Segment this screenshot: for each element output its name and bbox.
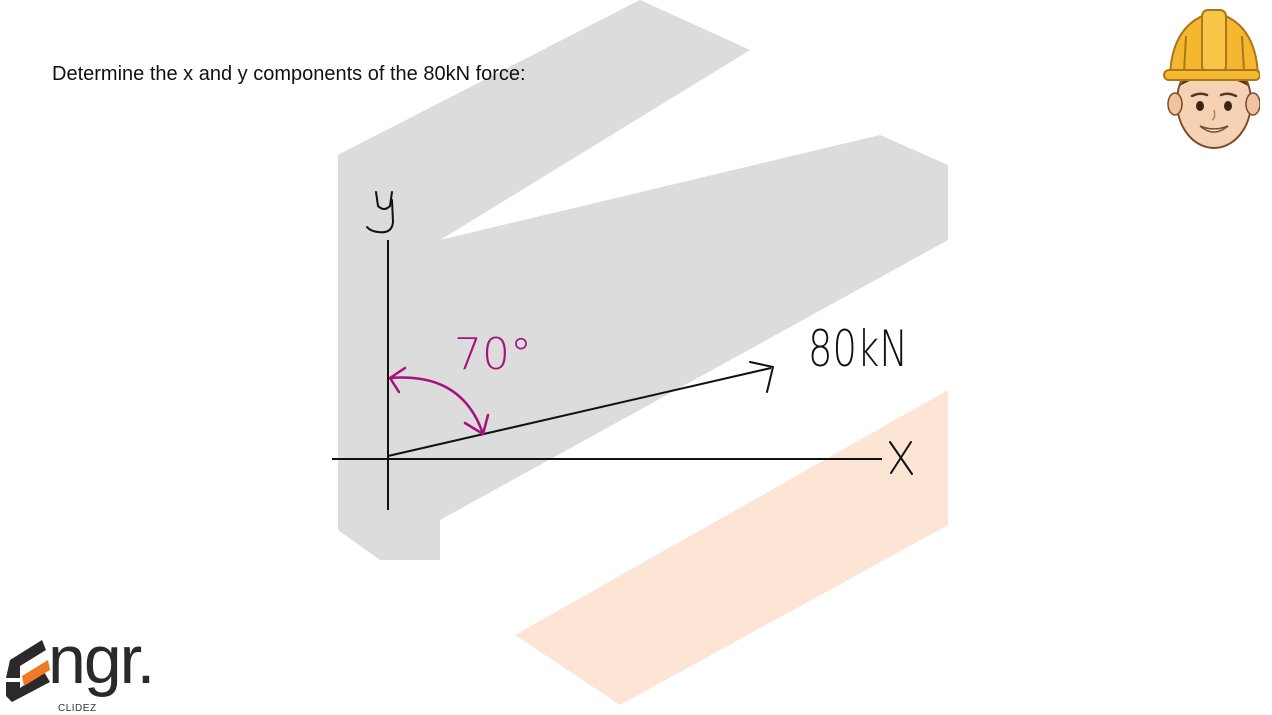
- angle-label: 70°: [454, 329, 532, 380]
- watermark-peach-band: [515, 390, 948, 705]
- x-axis-label-glyph: [889, 441, 913, 475]
- question-text: Determine the x and y components of the …: [52, 63, 526, 85]
- force-arrowhead: [749, 361, 774, 393]
- logo-text: ngr.: [48, 622, 155, 698]
- brand-logo: ngr. CLIDEZ: [0, 626, 170, 715]
- logo-mark-icon: [6, 640, 50, 702]
- force-vector: [387, 367, 772, 457]
- angle-arc: [388, 376, 485, 436]
- engineer-mascot-icon: [1163, 9, 1260, 149]
- logo-subtext: CLIDEZ: [58, 703, 97, 714]
- angle-arrowhead-top: [388, 366, 407, 394]
- angle-arrowhead-bottom: [463, 413, 490, 436]
- y-axis-label-glyph: [366, 191, 395, 234]
- watermark-gray-band-inner: [440, 135, 948, 520]
- force-label: 80kN: [808, 320, 908, 378]
